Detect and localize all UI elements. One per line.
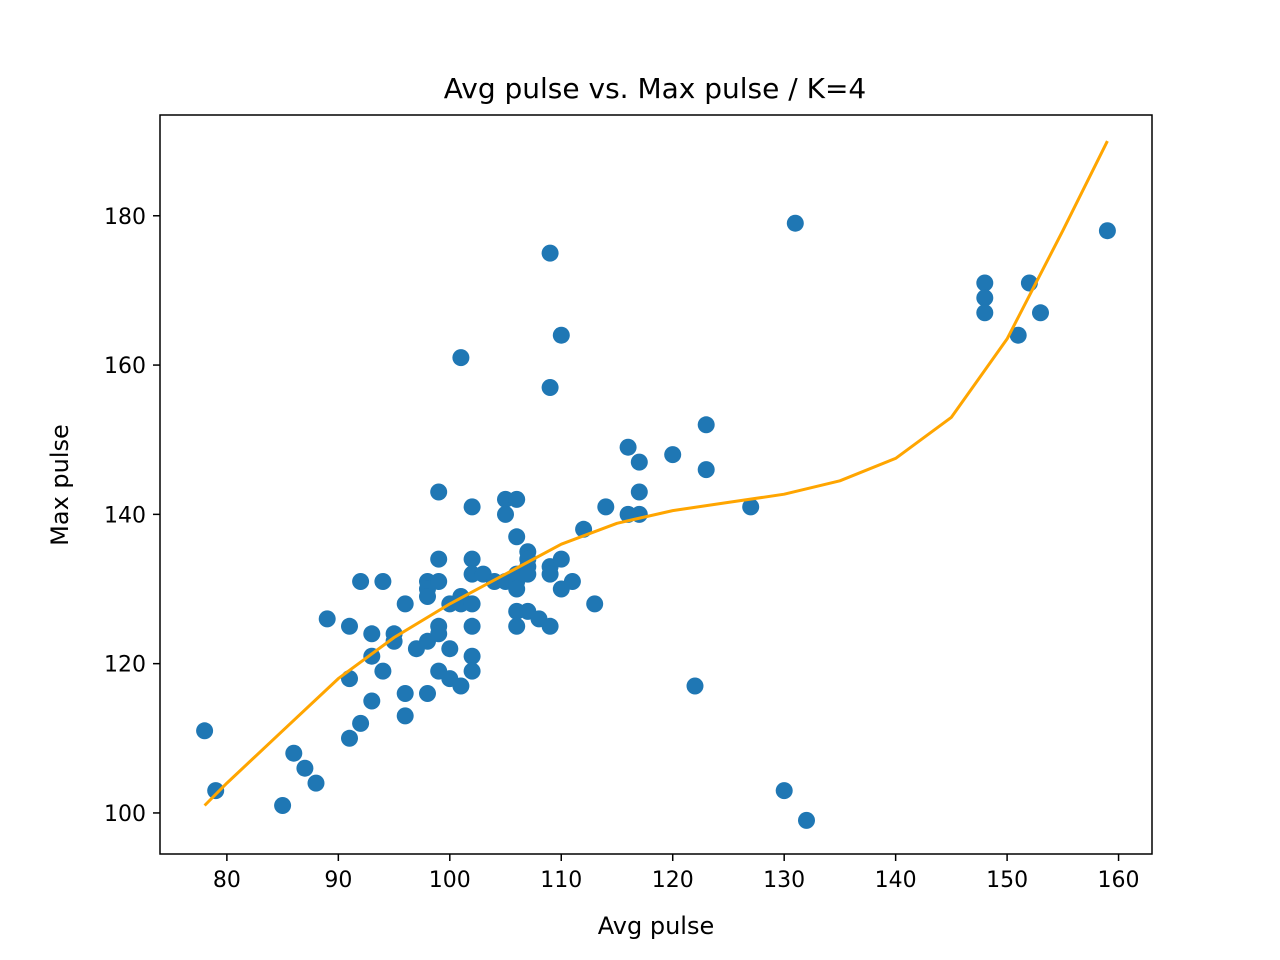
fit-curve xyxy=(203,140,1109,807)
data-point xyxy=(686,677,704,695)
data-point xyxy=(508,580,526,598)
data-point xyxy=(742,498,760,516)
data-point xyxy=(541,244,559,262)
data-point xyxy=(1009,326,1027,344)
data-point xyxy=(441,640,459,658)
data-point xyxy=(318,610,336,628)
data-point xyxy=(463,550,481,568)
data-point xyxy=(452,349,470,367)
data-point xyxy=(430,625,448,643)
data-point xyxy=(541,379,559,396)
data-point xyxy=(285,744,303,762)
data-point xyxy=(463,617,481,635)
data-point xyxy=(207,782,225,800)
data-point xyxy=(396,685,414,702)
data-point xyxy=(775,782,793,800)
data-point xyxy=(196,722,214,740)
x-tick-label: 130 xyxy=(763,868,805,893)
data-point xyxy=(630,483,648,501)
x-tick-label: 90 xyxy=(324,868,352,893)
data-point xyxy=(563,573,581,590)
data-point xyxy=(552,550,570,568)
x-tick-label: 120 xyxy=(652,868,694,893)
data-point xyxy=(396,707,414,725)
data-point xyxy=(697,416,715,434)
data-point xyxy=(630,453,648,471)
data-point xyxy=(664,446,682,464)
data-point xyxy=(508,617,526,635)
x-tick-label: 160 xyxy=(1098,868,1140,893)
data-point xyxy=(976,289,994,307)
data-point xyxy=(697,461,715,479)
data-point xyxy=(419,685,436,702)
data-point xyxy=(341,670,358,688)
data-point xyxy=(463,498,481,516)
data-point xyxy=(396,595,414,613)
data-point xyxy=(430,483,448,501)
data-point xyxy=(363,692,381,710)
data-point xyxy=(296,759,314,777)
y-tick-label: 180 xyxy=(104,205,146,230)
data-point xyxy=(385,632,403,650)
data-point xyxy=(619,438,637,456)
data-point xyxy=(463,662,481,680)
data-point xyxy=(463,595,481,613)
x-tick-label: 100 xyxy=(429,868,471,893)
y-axis-label: Max pulse xyxy=(46,424,74,546)
data-point xyxy=(374,662,392,680)
data-point xyxy=(341,617,358,635)
data-point xyxy=(786,214,804,232)
data-point xyxy=(352,573,370,590)
y-tick-label: 140 xyxy=(104,503,146,528)
data-point xyxy=(430,573,448,590)
data-point xyxy=(1032,304,1049,322)
data-point xyxy=(541,617,559,635)
data-point xyxy=(597,498,615,516)
data-point xyxy=(363,625,381,643)
data-point xyxy=(976,274,994,292)
plot-area xyxy=(196,140,1116,829)
data-point xyxy=(307,774,325,792)
data-point xyxy=(798,811,815,829)
chart-title: Avg pulse vs. Max pulse / K=4 xyxy=(444,72,867,105)
y-tick-label: 100 xyxy=(104,802,146,827)
data-point xyxy=(374,573,392,590)
data-point xyxy=(430,550,448,568)
data-point xyxy=(497,505,514,523)
data-point xyxy=(341,729,358,747)
x-tick-label: 150 xyxy=(986,868,1028,893)
data-point xyxy=(419,588,436,605)
y-tick-label: 160 xyxy=(104,354,146,379)
data-point xyxy=(274,797,292,814)
data-point xyxy=(452,677,470,695)
data-point xyxy=(586,595,604,613)
data-point xyxy=(976,304,994,322)
x-tick-label: 140 xyxy=(875,868,917,893)
data-point xyxy=(1098,222,1116,240)
data-point xyxy=(352,714,370,732)
data-point xyxy=(552,326,570,344)
data-point xyxy=(541,565,559,583)
data-point xyxy=(508,528,526,546)
y-tick-label: 120 xyxy=(104,653,146,678)
plot-frame xyxy=(159,114,1153,855)
x-axis-label: Avg pulse xyxy=(598,912,714,940)
data-point xyxy=(508,490,526,508)
x-tick-label: 110 xyxy=(540,868,582,893)
x-tick-label: 80 xyxy=(213,868,241,893)
data-point xyxy=(519,565,537,583)
data-point xyxy=(463,647,481,665)
axes: 80 90 100 110 120 130 140 150 160 100 120 140 160 180 xyxy=(104,205,1140,893)
